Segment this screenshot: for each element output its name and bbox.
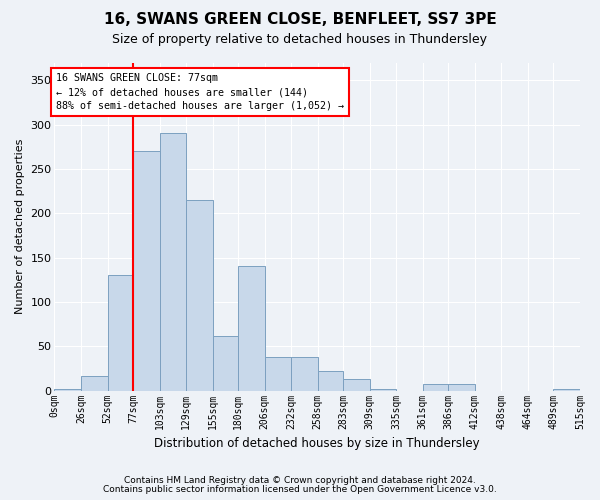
Bar (133, 151, 160, 390)
Text: Contains HM Land Registry data © Crown copyright and database right 2024.: Contains HM Land Registry data © Crown c… (124, 476, 476, 485)
Bar (370, 389, 397, 390)
Bar (160, 134, 186, 390)
Bar (343, 379, 370, 390)
Bar (423, 384, 448, 390)
Bar (318, 371, 343, 390)
Text: Contains public sector information licensed under the Open Government Licence v3: Contains public sector information licen… (103, 485, 497, 494)
Bar (55, 389, 81, 390)
Bar (107, 276, 133, 390)
Bar (265, 357, 291, 390)
Bar (448, 384, 475, 390)
Text: 16 SWANS GREEN CLOSE: 77sqm
← 12% of detached houses are smaller (144)
88% of se: 16 SWANS GREEN CLOSE: 77sqm ← 12% of det… (56, 73, 344, 111)
Bar (291, 357, 318, 390)
Bar (553, 389, 580, 390)
Bar (212, 336, 238, 390)
Bar (81, 376, 107, 390)
Text: Size of property relative to detached houses in Thundersley: Size of property relative to detached ho… (113, 32, 487, 46)
Bar (238, 266, 265, 390)
X-axis label: Distribution of detached houses by size in Thundersley: Distribution of detached houses by size … (154, 437, 480, 450)
Bar (186, 200, 212, 390)
Text: 16, SWANS GREEN CLOSE, BENFLEET, SS7 3PE: 16, SWANS GREEN CLOSE, BENFLEET, SS7 3PE (104, 12, 496, 28)
Y-axis label: Number of detached properties: Number of detached properties (15, 139, 25, 314)
